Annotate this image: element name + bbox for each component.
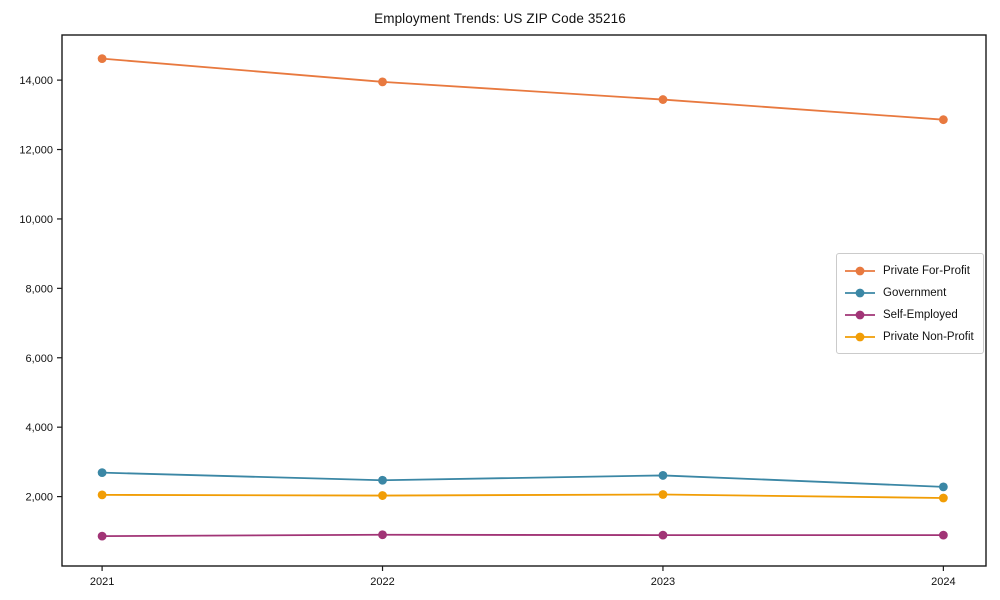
series-marker-0 (378, 77, 387, 87)
y-tick-label: 12,000 (19, 145, 53, 157)
series-marker-0 (97, 54, 107, 63)
series-line-2 (102, 533, 944, 538)
legend-line-marker-icon (845, 266, 875, 276)
series-marker-2 (378, 530, 387, 540)
legend-label: Government (883, 287, 947, 299)
legend-row: Private Non-Profit (845, 327, 975, 347)
x-tick-label: 2021 (90, 576, 114, 588)
legend-label: Self-Employed (883, 309, 958, 321)
legend-line-marker-icon (845, 310, 875, 320)
legend-line-marker-icon (845, 332, 875, 342)
axes-frame (61, 34, 987, 567)
series-line-3 (102, 493, 944, 499)
series-marker-1 (378, 475, 387, 485)
y-tick-label: 4,000 (25, 422, 53, 434)
legend-row: Private For-Profit (845, 261, 975, 281)
series-marker-1 (938, 482, 948, 492)
y-tick-label: 2,000 (25, 492, 53, 504)
series-marker-2 (658, 530, 668, 540)
series-marker-3 (97, 490, 107, 500)
y-tick-label: 14,000 (19, 75, 53, 87)
series-marker-2 (938, 530, 948, 540)
y-tick-label: 8,000 (25, 283, 53, 295)
x-tick-label: 2022 (370, 576, 394, 588)
legend-row: Government (845, 283, 975, 303)
series-marker-2 (97, 531, 107, 541)
series-marker-3 (658, 490, 668, 499)
series-line-1 (102, 471, 944, 488)
x-tick-label: 2023 (651, 576, 675, 588)
y-tick-label: 10,000 (19, 214, 53, 226)
series-marker-1 (97, 468, 107, 478)
chart-title: Employment Trends: US ZIP Code 35216 (374, 11, 626, 26)
legend-label: Private Non-Profit (883, 331, 974, 343)
series-marker-3 (938, 493, 948, 503)
legend-label: Private For-Profit (883, 265, 970, 277)
series-marker-3 (378, 491, 387, 500)
legend: Private For-Profit Government Self-Employe… (836, 253, 984, 354)
series-marker-1 (658, 471, 668, 480)
series-line-0 (102, 57, 944, 121)
legend-row: Self-Employed (845, 305, 975, 325)
series-marker-0 (658, 95, 668, 104)
y-tick-label: 6,000 (25, 353, 53, 365)
x-tick-label: 2024 (931, 576, 955, 588)
legend-line-marker-icon (845, 288, 875, 298)
series-marker-0 (938, 115, 948, 125)
